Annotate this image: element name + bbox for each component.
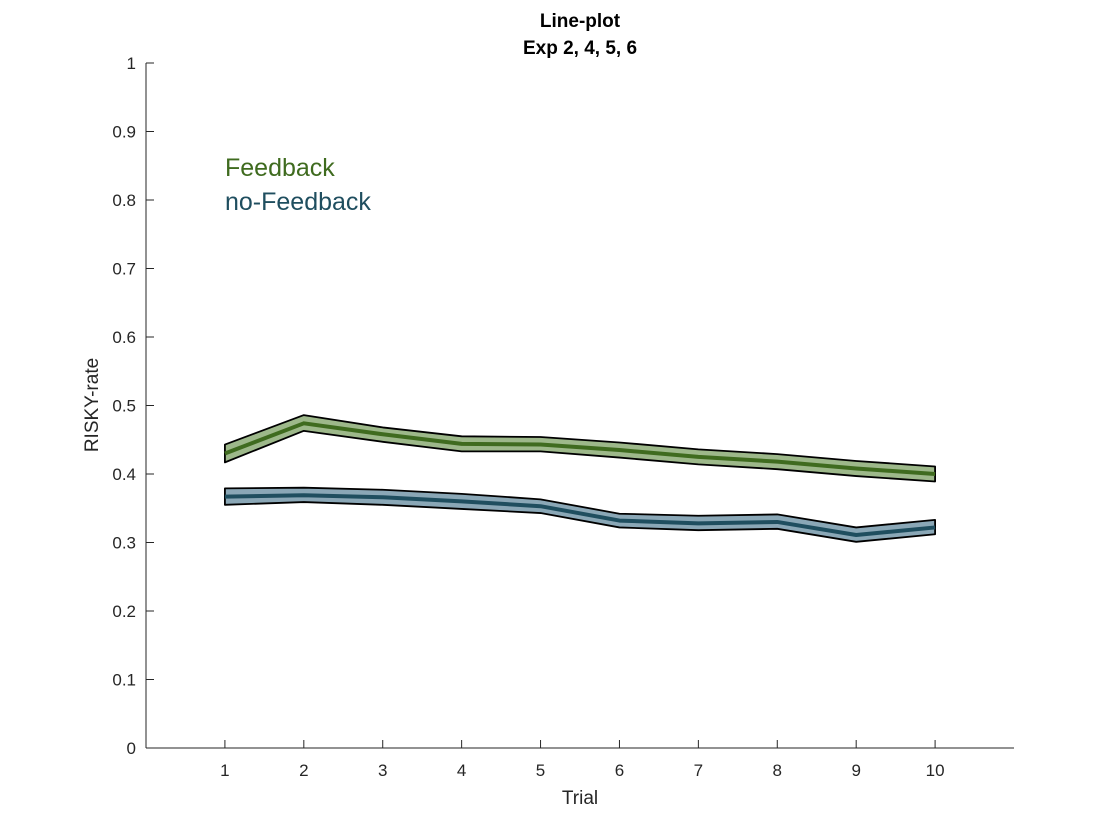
- chart-title-line-2: Exp 2, 4, 5, 6: [523, 38, 637, 59]
- chart-title: Line-plot Exp 2, 4, 5, 6: [523, 11, 637, 59]
- confidence-bands: [224, 414, 936, 543]
- series-lines: [224, 421, 936, 537]
- x-tick-label: 1: [220, 761, 229, 780]
- x-tick-label: 2: [299, 761, 308, 780]
- y-tick-label: 0.6: [112, 328, 136, 347]
- y-ticks: 0 0.1 0.2 0.3 0.4 0.5 0.6 0.7 0.8 0.9 1: [112, 54, 154, 758]
- y-tick-label: 0.5: [112, 397, 136, 416]
- y-axis-label: RISKY-rate: [82, 358, 103, 452]
- y-tick-label: 0.1: [112, 671, 136, 690]
- x-tick-label: 9: [851, 761, 860, 780]
- feedback-series-line: [224, 421, 936, 476]
- y-tick-label: 0: [127, 739, 136, 758]
- chart-title-line-1: Line-plot: [540, 11, 621, 32]
- legend: Feedback no-Feedback: [225, 154, 371, 216]
- x-tick-label: 3: [378, 761, 387, 780]
- y-tick-label: 0.8: [112, 191, 136, 210]
- x-tick-label: 8: [773, 761, 782, 780]
- x-tick-label: 4: [457, 761, 466, 780]
- x-tick-label: 5: [536, 761, 545, 780]
- x-ticks: 1 2 3 4 5 6 7 8 9 10: [220, 740, 945, 780]
- y-tick-label: 0.3: [112, 534, 136, 553]
- y-tick-label: 0.4: [112, 465, 136, 484]
- legend-entry-no-feedback: no-Feedback: [225, 188, 371, 216]
- x-tick-label: 6: [615, 761, 624, 780]
- legend-entry-feedback: Feedback: [225, 154, 335, 182]
- x-tick-label: 7: [694, 761, 703, 780]
- y-tick-label: 0.7: [112, 260, 136, 279]
- y-tick-label: 1: [127, 54, 136, 73]
- x-tick-label: 10: [926, 761, 945, 780]
- y-tick-label: 0.9: [112, 123, 136, 142]
- y-tick-label: 0.2: [112, 602, 136, 621]
- no-feedback-series-line: [224, 493, 936, 537]
- x-axis-label: Trial: [562, 788, 598, 809]
